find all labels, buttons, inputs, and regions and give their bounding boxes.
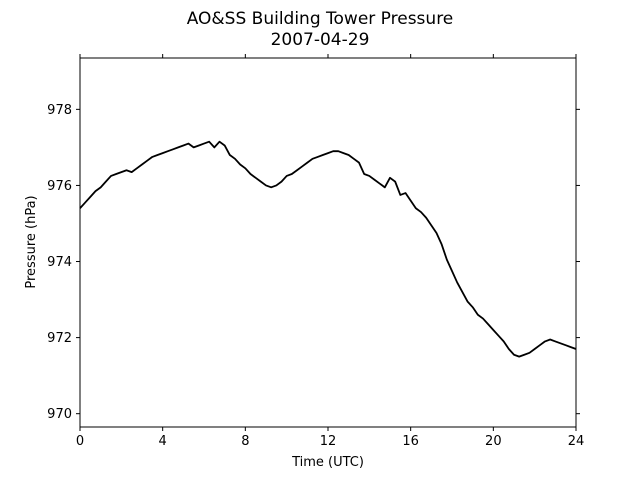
plot-frame <box>79 57 577 428</box>
chart-title: AO&SS Building Tower Pressure <box>187 9 454 29</box>
y-axis-label: Pressure (hPa) <box>24 195 39 288</box>
x-tick-label: 4 <box>159 434 167 449</box>
x-tick-label: 24 <box>568 434 585 449</box>
series-layer <box>79 140 577 358</box>
x-axis-ticks: 0 4 8 12 16 20 24 <box>76 54 584 449</box>
y-tick-label: 978 <box>47 103 72 118</box>
plot-area: 970 972 974 976 978 0 4 8 12 16 20 24 <box>47 54 584 449</box>
y-tick-label: 974 <box>47 255 72 270</box>
y-tick-label: 976 <box>47 179 72 194</box>
y-axis-ticks: 970 972 974 976 978 <box>47 103 580 422</box>
y-tick-label: 972 <box>47 331 72 346</box>
x-tick-label: 12 <box>320 434 337 449</box>
plot-background <box>80 58 576 427</box>
y-tick-label: 970 <box>47 407 72 422</box>
x-tick-label: 16 <box>402 434 419 449</box>
x-tick-label: 20 <box>485 434 502 449</box>
x-tick-label: 8 <box>241 434 249 449</box>
chart-subtitle: 2007-04-29 <box>271 30 370 50</box>
x-axis-label: Time (UTC) <box>291 455 364 470</box>
pressure-series-line <box>79 140 577 358</box>
x-tick-label: 0 <box>76 434 84 449</box>
